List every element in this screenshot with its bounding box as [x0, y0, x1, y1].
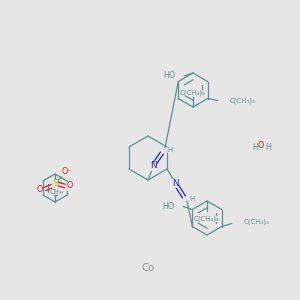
- Text: HO: HO: [162, 202, 174, 211]
- Text: C(CH₃)₃: C(CH₃)₃: [194, 216, 220, 222]
- Text: C(CH₃)₃: C(CH₃)₃: [230, 97, 256, 104]
- Text: Co: Co: [141, 263, 154, 273]
- Text: O: O: [67, 182, 73, 190]
- Text: C(CH₃)₃: C(CH₃)₃: [244, 218, 269, 225]
- Text: CH₃: CH₃: [50, 189, 62, 195]
- Text: C(CH₃)₃: C(CH₃)₃: [180, 90, 206, 96]
- Text: S: S: [52, 179, 58, 188]
- Text: O: O: [37, 184, 43, 194]
- Text: HO: HO: [163, 71, 175, 80]
- Text: H: H: [265, 143, 271, 152]
- Text: O: O: [258, 140, 264, 149]
- Text: H: H: [167, 147, 172, 153]
- Text: H: H: [189, 196, 194, 202]
- Text: N: N: [172, 178, 178, 188]
- Text: O⁻: O⁻: [62, 167, 72, 176]
- Text: N: N: [150, 161, 156, 170]
- Text: H: H: [252, 143, 258, 152]
